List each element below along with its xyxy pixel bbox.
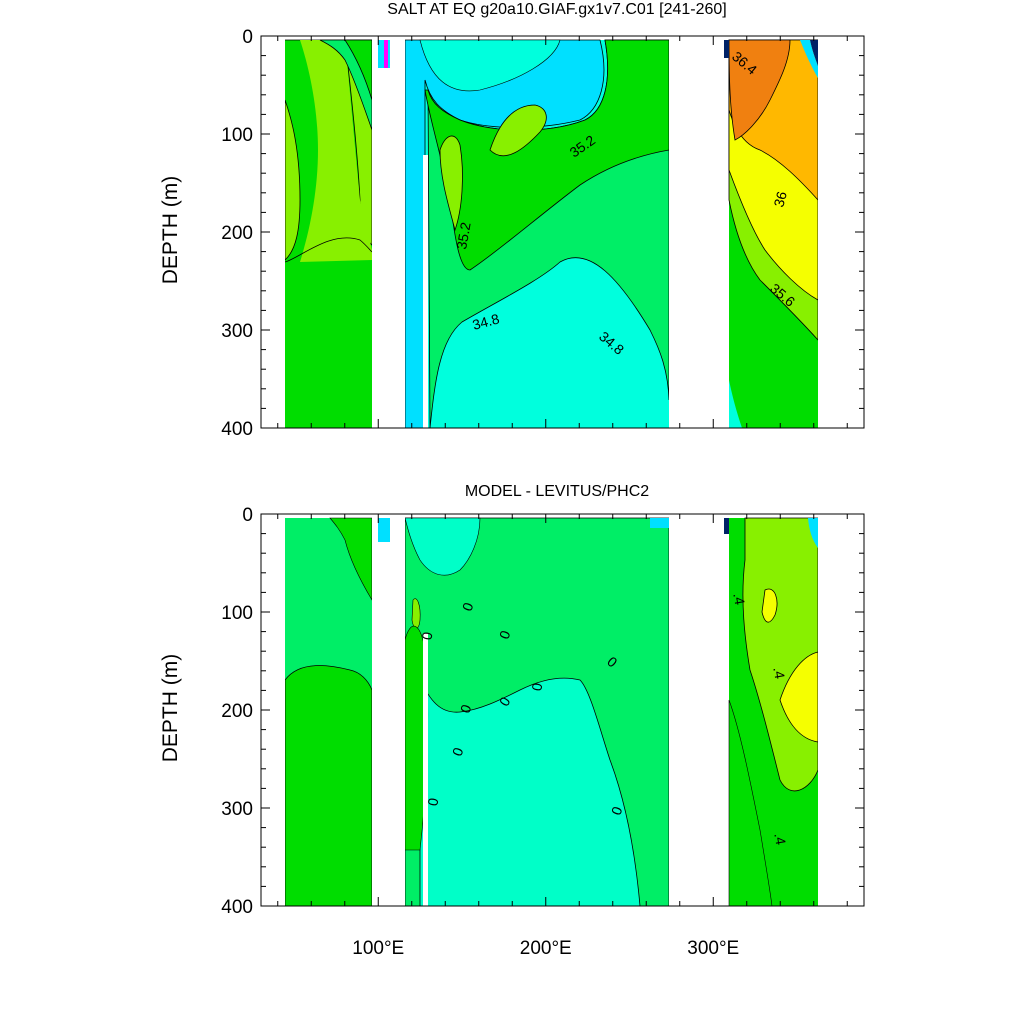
y-tick-label: 0 [242,505,253,526]
difference-contour-field [261,514,864,906]
land-gap-3 [669,36,724,428]
atlantic-corner-cyan [800,40,818,78]
panel-bottom: MODEL - LEVITUS/PHC2 [159,483,865,959]
land-gap-1 [372,36,378,428]
land-gap-2 [390,36,405,428]
pacific-core-high-region [489,104,547,157]
y-tick-label: 100 [221,125,253,146]
diff-atlantic-dark-strip [724,518,729,534]
salinity-contour-field [261,36,864,428]
contour-label: .4 [770,666,788,680]
diff-indian-green-patch [284,665,373,906]
contour-label: .4 [730,592,748,606]
diff-land-gap-1 [372,514,378,906]
pacific-surface-freshest-region [419,39,561,92]
y-tick-label: 100 [221,603,253,624]
indian-ocean-upper-fill [300,40,372,262]
y-tick-label: 400 [221,419,253,440]
x-tick-label: 100°E [352,938,404,959]
pacific-gap-white [423,155,428,428]
panel-top: SALT AT EQ g20a10.GIAF.gx1v7.C01 [241-26… [159,1,865,440]
diff-atlantic-lower-green [728,699,773,906]
contour-label: 0 [424,796,441,807]
atlantic-western-dark-strip [724,40,729,58]
diff-pacific-east-cyan [650,518,669,528]
diff-land-gap-2 [390,514,405,906]
contour-label: 36 [770,189,790,208]
y-tick-label: 200 [221,701,253,722]
contour-label: 0 [528,681,545,692]
atlantic-deep-orange-region [728,39,791,141]
diff-atlantic-yellow-1 [761,588,778,623]
diff-atlantic-corner-cyan [808,518,818,548]
panel-bottom-title: MODEL - LEVITUS/PHC2 [465,483,649,500]
diff-pacific-upper-region [404,517,670,906]
y-axis-label-bottom: DEPTH (m) [159,654,182,763]
diff-pacific-gap [423,633,428,906]
diff-land-gap-3 [669,514,724,906]
contour-label: .4 [771,832,789,846]
diff-pacific-surface-cyan [404,517,481,576]
y-tick-label: 300 [221,321,253,342]
x-tick-label: 300°E [687,938,739,959]
y-axis-label-top: DEPTH (m) [159,176,182,285]
contour-label: 0 [418,630,435,641]
indian-ocean-contour [284,237,373,263]
axes-bottom: 0 100 200 300 400 100°E 200°E 300°E [221,505,864,959]
contour-label: 34.8 [471,310,502,333]
pacific-west-high-region [439,135,463,232]
atlantic-extreme-corner [810,40,818,66]
x-tick-label: 200°E [520,938,572,959]
y-tick-label: 400 [221,897,253,918]
y-tick-label: 300 [221,799,253,820]
indian-ocean-surface-fresher [344,39,373,101]
y-tick-label: 0 [242,27,253,48]
diff-indian-upper-patch [329,517,373,602]
axes-top: 0 100 200 300 400 [221,27,864,440]
atlantic-edge-cyan [729,380,742,428]
anomaly-magenta-strip [384,40,388,68]
contour-label: 35.2 [453,221,474,251]
panel-top-title: SALT AT EQ g20a10.GIAF.gx1v7.C01 [241-26… [387,1,726,18]
diff-maritime-strip [378,518,390,542]
diff-pacific-yellow-spot [411,598,421,629]
y-tick-label: 200 [221,223,253,244]
